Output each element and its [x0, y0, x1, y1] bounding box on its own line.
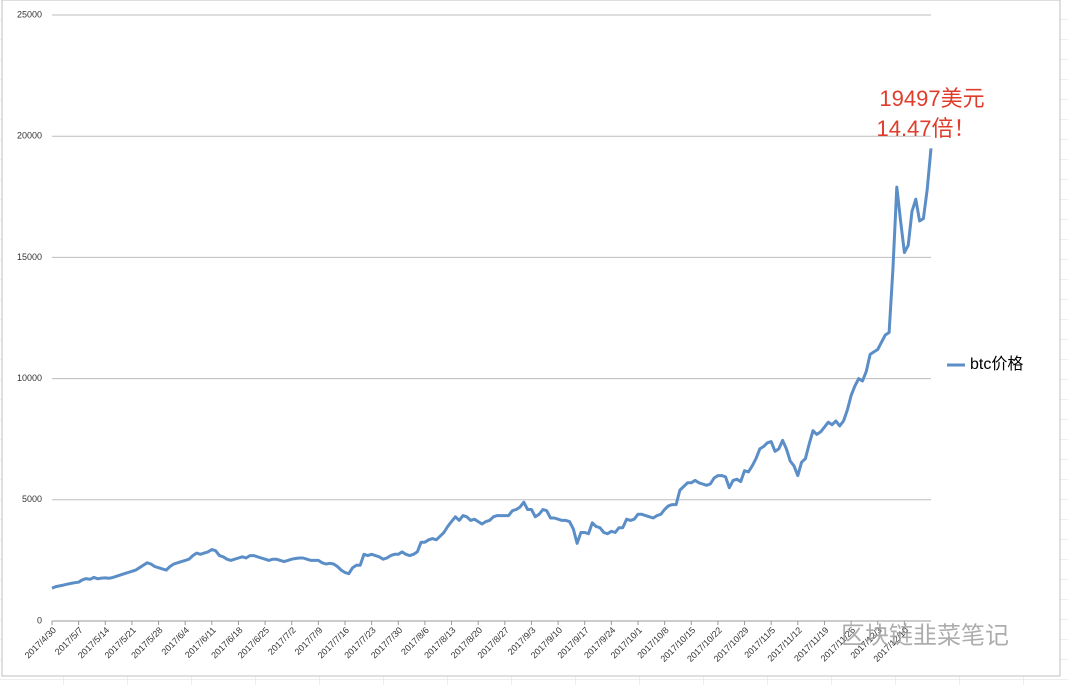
- watermark: 区块链韭菜笔记: [841, 622, 1009, 649]
- series-line: [51, 148, 933, 590]
- y-tick-label: 10000: [17, 373, 42, 383]
- y-tick-label: 5000: [22, 494, 42, 504]
- y-tick-label: 15000: [17, 252, 42, 262]
- y-tick-label: 0: [37, 615, 42, 625]
- y-tick-label: 25000: [17, 9, 42, 19]
- annotation: 14.47倍！: [876, 116, 975, 141]
- annotation: 19497美元: [879, 86, 984, 111]
- y-tick-label: 20000: [17, 131, 42, 141]
- legend-label: btc价格: [970, 355, 1023, 373]
